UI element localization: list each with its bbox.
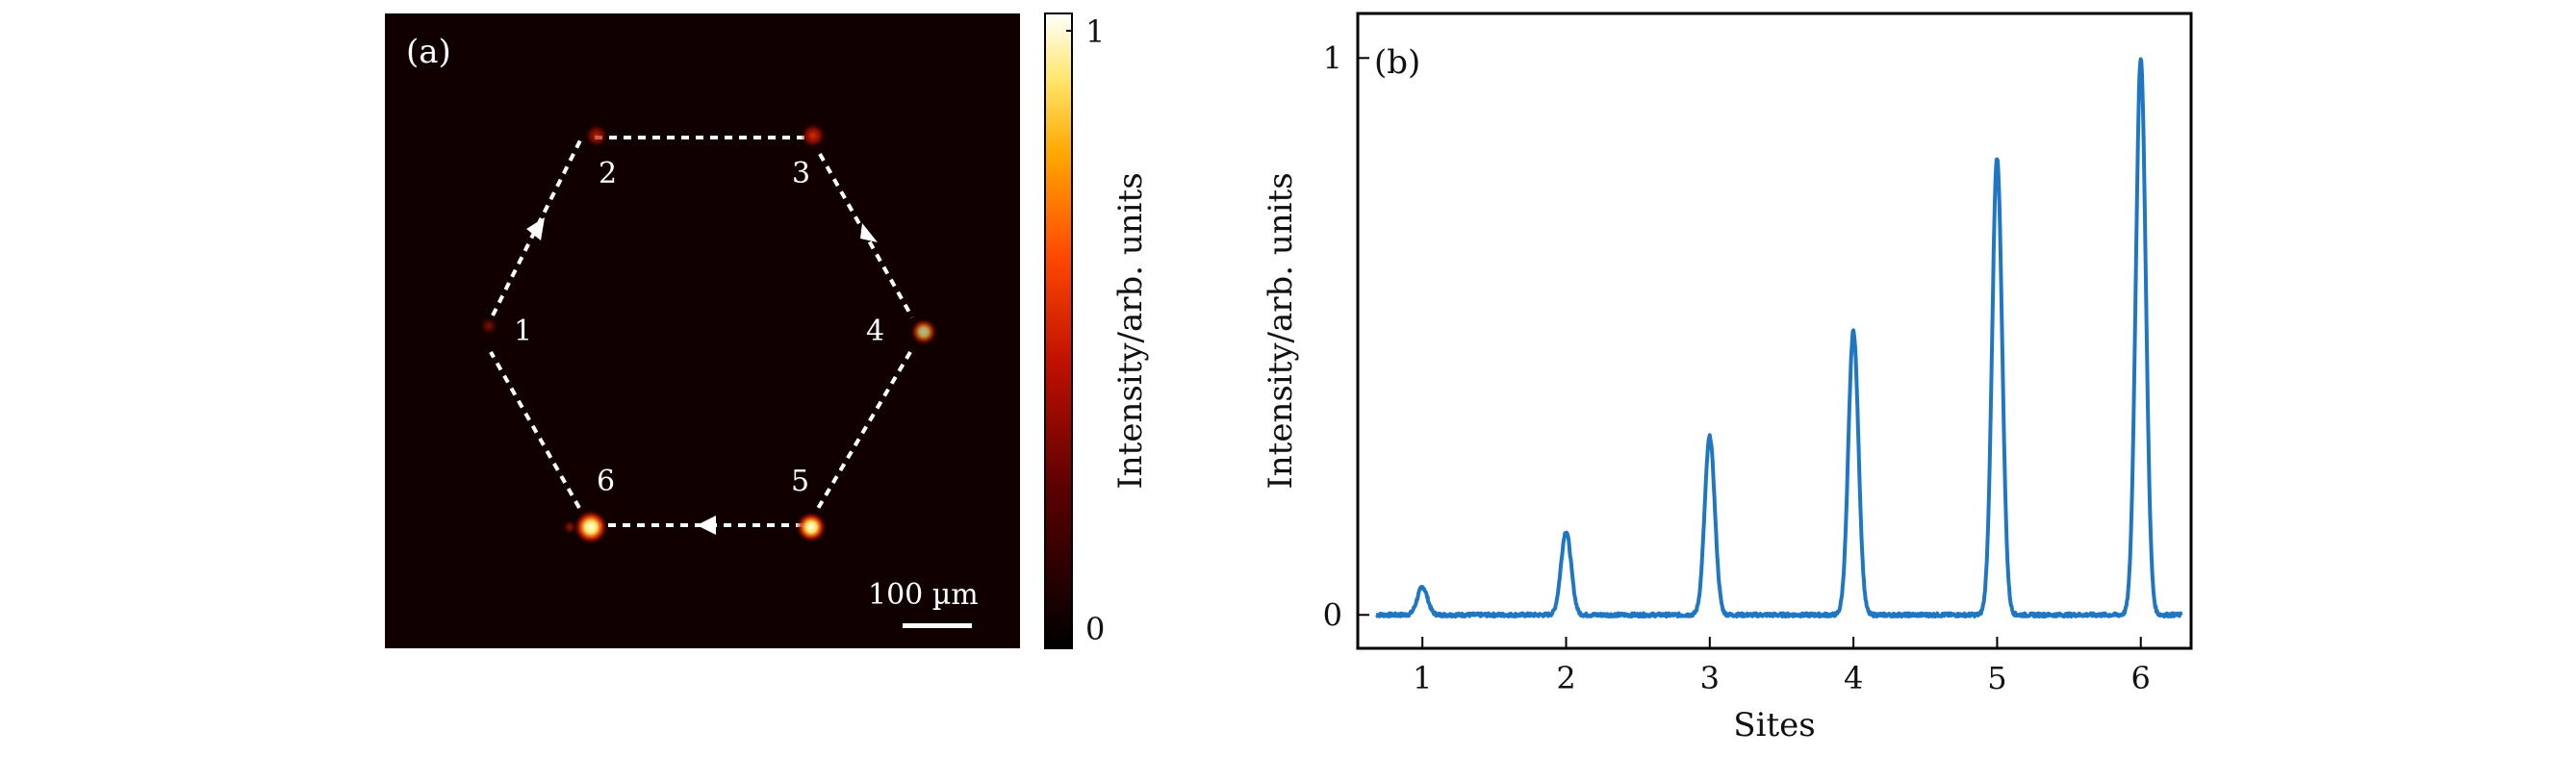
x-tick-label: 5 <box>1987 660 2006 696</box>
site-label-2: 2 <box>599 157 617 190</box>
x-tick-label: 3 <box>1700 660 1720 696</box>
y-tick-label: 1 <box>1323 39 1342 76</box>
site-spot-4 <box>910 318 937 345</box>
arrow-icon <box>860 223 878 242</box>
panel-a-label: (a) <box>406 33 451 71</box>
colorbar <box>1044 13 1073 649</box>
panel-b-label: (b) <box>1374 43 1420 82</box>
site-spot-6-satellite <box>563 520 576 534</box>
site-spot-6 <box>574 510 608 544</box>
axis-ticks: 1 2 3 4 5 6 0 1 <box>1323 39 2151 696</box>
site-label-4: 4 <box>866 315 884 348</box>
site-label-1: 1 <box>514 315 532 348</box>
colorbar-max-label: 1 <box>1085 13 1105 50</box>
panel-a-image: (a) 1 2 3 4 5 6 100 µm 1 0 Intensity/arb… <box>385 13 1150 649</box>
panel-b-chart: (b) 1 2 3 4 5 6 0 1 Sites Intensity/arb. units <box>1262 12 2193 744</box>
x-tick-label: 1 <box>1413 660 1432 696</box>
scale-bar-label: 100 µm <box>868 578 979 612</box>
x-tick-label: 4 <box>1844 660 1863 696</box>
x-tick-label: 6 <box>2131 660 2151 696</box>
site-label-6: 6 <box>597 465 615 498</box>
direction-arrows <box>526 217 878 535</box>
colorbar-label: Intensity/arb. units <box>1111 172 1150 489</box>
arrow-icon <box>697 516 716 535</box>
site-spot-2 <box>585 124 608 147</box>
site-spot-3 <box>801 123 826 148</box>
x-axis-label: Sites <box>1733 706 1815 744</box>
site-label-3: 3 <box>792 157 810 190</box>
colorbar-min-label: 0 <box>1085 611 1105 647</box>
x-tick-label: 2 <box>1556 660 1575 696</box>
arrow-icon <box>526 217 545 240</box>
y-tick-label: 0 <box>1323 596 1342 633</box>
scale-bar <box>903 623 972 628</box>
series-line <box>1375 57 2183 618</box>
site-spot-1 <box>480 317 497 335</box>
site-label-5: 5 <box>791 465 809 498</box>
y-axis-label: Intensity/arb. units <box>1262 172 1300 489</box>
plot-frame <box>1356 12 2193 650</box>
site-spot-5 <box>796 512 827 543</box>
